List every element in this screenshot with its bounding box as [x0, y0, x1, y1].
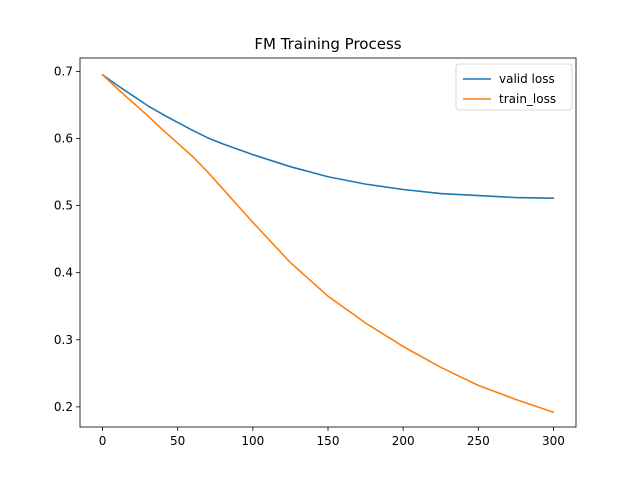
legend-label-1: valid loss	[499, 72, 555, 86]
x-tick-label: 200	[392, 434, 415, 448]
x-tick-label: 300	[542, 434, 565, 448]
plot-area: 0 50 100 150 200 250 300 0.2 0.3 0.4 0.5 0.6 0.7 vali…	[54, 57, 577, 448]
x-tick-label: 0	[99, 434, 107, 448]
y-tick-label: 0.6	[54, 132, 73, 146]
x-tick-label: 150	[317, 434, 340, 448]
y-tick-label: 0.3	[54, 333, 73, 347]
series-line-2	[101, 73, 555, 414]
x-tick-label: 100	[241, 434, 264, 448]
legend: valid loss train_loss	[455, 63, 573, 111]
x-tick-label: 50	[170, 434, 185, 448]
y-tick-label: 0.5	[54, 199, 73, 213]
axes-frame	[79, 57, 577, 428]
series-line-1	[101, 73, 555, 200]
chart-title: FM Training Process	[254, 35, 401, 53]
legend-label-2: train_loss	[499, 92, 556, 106]
y-tick-label: 0.2	[54, 400, 73, 414]
x-tick-label: 250	[467, 434, 490, 448]
y-tick-label: 0.4	[54, 266, 73, 280]
y-tick-label: 0.7	[54, 64, 73, 78]
